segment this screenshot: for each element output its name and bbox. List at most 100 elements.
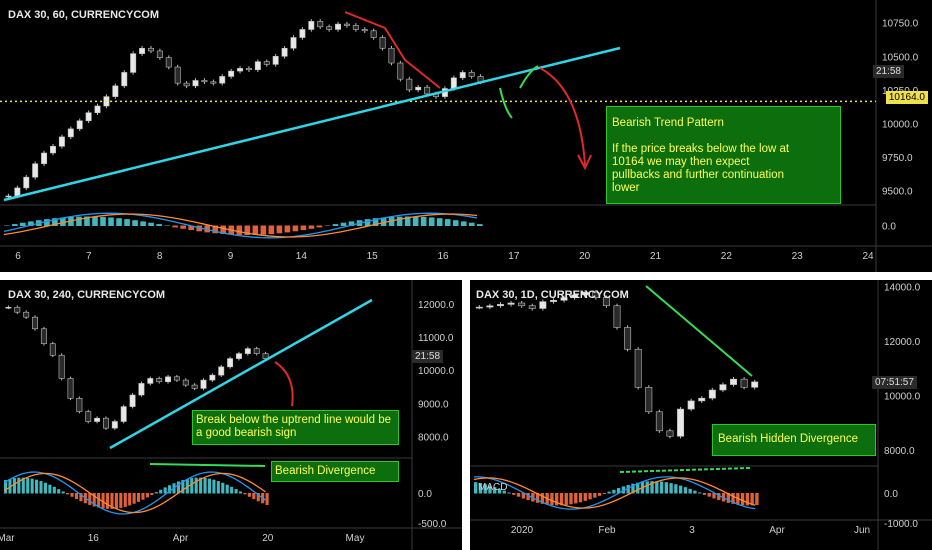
- macd-histogram-bar: [324, 225, 331, 226]
- hidden-divergence-note-text: Bearish Hidden Divergence: [718, 433, 858, 445]
- candle-body: [624, 327, 632, 350]
- macd-histogram-bar: [100, 216, 106, 226]
- macd-tick-label: 0.0: [418, 489, 432, 500]
- candle-body: [549, 300, 557, 302]
- candle-body: [237, 68, 244, 72]
- macd-histogram-bar: [84, 216, 90, 226]
- candle-body: [40, 328, 47, 344]
- green-retest-arrow: [519, 65, 539, 89]
- candle-body: [645, 387, 653, 413]
- macd-histogram-bar: [124, 219, 130, 226]
- macd-histogram-bar: [550, 493, 554, 506]
- macd-histogram-bar: [132, 220, 138, 226]
- candle-body: [666, 430, 674, 437]
- macd-histogram-bar: [140, 221, 146, 226]
- candle-body: [165, 376, 171, 383]
- macd-histogram-bar: [12, 224, 18, 226]
- candle-body: [528, 305, 536, 309]
- candle-body: [719, 384, 727, 391]
- bottom-right-time-label: 07:51:57: [872, 376, 917, 389]
- macd-histogram-bar: [631, 483, 635, 494]
- macd-histogram-bar: [79, 493, 83, 502]
- macd-histogram-bar: [650, 481, 654, 494]
- candle-body: [424, 86, 431, 95]
- macd-histogram-bar: [412, 216, 419, 226]
- macd-histogram-bar: [66, 493, 70, 495]
- candle-body: [352, 25, 359, 30]
- macd-histogram-bar: [141, 493, 145, 500]
- macd-histogram-bar: [137, 493, 141, 502]
- candle-body: [730, 378, 737, 385]
- macd-tick-label: 0.0: [882, 222, 896, 233]
- macd-histogram-bar: [4, 480, 8, 494]
- macd-histogram-bar: [212, 479, 216, 494]
- macd-histogram-bar: [156, 224, 162, 226]
- y-tick-label: 10000.0: [418, 366, 455, 377]
- macd-histogram-bar: [731, 493, 735, 504]
- macd-histogram-bar: [252, 225, 259, 235]
- bottom-left-chart-panel[interactable]: 12000.0 11000.0 10000.0 9000.0 8000.0 Mar 16 Ap…: [0, 280, 462, 550]
- macd-histogram-bar: [284, 225, 291, 233]
- macd-histogram-bar: [180, 225, 186, 229]
- bottom-right-chart-panel[interactable]: 14000.0 12000.0 10000.0 8000.0 2020 Feb 3 Apr Ju…: [470, 280, 932, 550]
- macd-histogram-bar: [172, 225, 178, 228]
- macd-histogram-bar: [493, 487, 497, 494]
- macd-histogram-bar: [404, 216, 411, 226]
- macd-histogram-bar: [163, 487, 167, 494]
- candle-body: [121, 72, 128, 87]
- candle-body: [613, 305, 621, 328]
- x-tick-label: 16: [437, 251, 449, 262]
- candle-body: [227, 358, 234, 368]
- candle-body: [112, 85, 119, 97]
- macd-histogram-bar: [207, 478, 212, 494]
- candle-body: [147, 378, 154, 384]
- candle-body: [468, 72, 475, 77]
- macd-histogram-bar: [190, 478, 194, 494]
- candle-body: [335, 23, 342, 30]
- x-tick-label: 8: [157, 251, 163, 262]
- macd-histogram-bar: [750, 493, 754, 506]
- candle-body: [210, 81, 217, 84]
- candle-body: [317, 21, 324, 28]
- x-tick-label: 15: [367, 251, 379, 262]
- candle-body: [475, 306, 483, 309]
- red-arrow-head: [577, 154, 592, 171]
- x-tick-label: 22: [721, 251, 733, 262]
- macd-histogram-bar: [44, 219, 50, 226]
- signal-line: [3, 472, 266, 514]
- macd-histogram-bar: [726, 493, 730, 503]
- x-tick-label: Mar: [0, 533, 15, 544]
- bottom-left-chart-svg: 12000.0 11000.0 10000.0 9000.0 8000.0 Mar 16 Ap…: [0, 280, 462, 550]
- candle-body: [156, 50, 163, 58]
- macd-histogram-bar: [474, 482, 478, 494]
- macd-histogram-bar: [559, 493, 564, 506]
- candle-body: [173, 376, 180, 381]
- macd-histogram-bar: [60, 217, 66, 226]
- macd-histogram-bar: [39, 481, 43, 494]
- candle-body: [687, 400, 695, 410]
- macd-divergence-line: [619, 467, 751, 473]
- top-chart-panel[interactable]: 10750.010500.010250.010000.09750.09500.0…: [0, 0, 932, 272]
- candle-body: [263, 61, 270, 65]
- y-tick-label: 10000.0: [882, 119, 919, 130]
- candle-body: [254, 61, 261, 71]
- candle-body: [209, 374, 216, 381]
- macd-histogram-bar: [243, 493, 247, 495]
- x-tick-label: Apr: [173, 533, 189, 544]
- candle-body: [58, 354, 65, 379]
- candle-body: [174, 66, 181, 84]
- macd-histogram-bar: [116, 218, 122, 226]
- macd-histogram-bar: [521, 493, 526, 499]
- macd-histogram-bar: [164, 225, 170, 226]
- candle-body: [32, 316, 38, 330]
- macd-histogram-bar: [332, 224, 339, 226]
- candle-body: [156, 378, 163, 383]
- macd-histogram-bar: [57, 489, 61, 494]
- macd-histogram-bar: [460, 221, 467, 226]
- red-move-arrow: [344, 11, 441, 89]
- candle-body: [23, 311, 30, 318]
- macd-histogram-bar: [236, 225, 243, 235]
- macd-histogram-bar: [664, 482, 669, 494]
- macd-label: MACD: [478, 482, 507, 493]
- candle-body: [192, 80, 199, 87]
